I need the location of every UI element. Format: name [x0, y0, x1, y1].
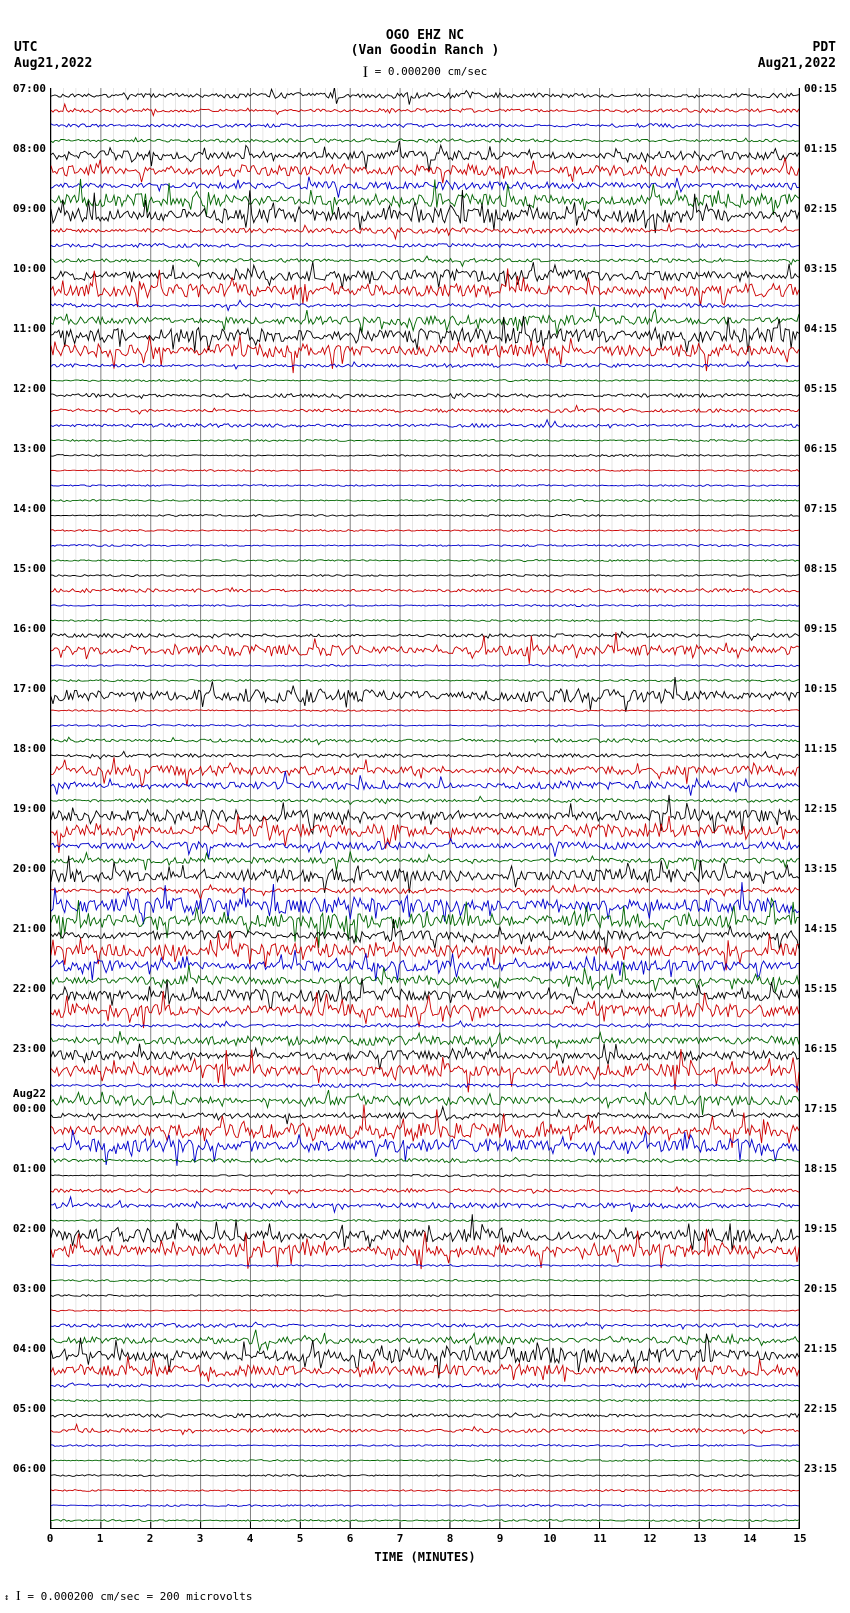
- left-time-label: 01:00: [13, 1162, 46, 1175]
- left-time-label: 19:00: [13, 802, 46, 815]
- left-time-label: 20:00: [13, 862, 46, 875]
- right-time-label: 20:15: [804, 1282, 837, 1295]
- x-tick-label: 6: [347, 1532, 354, 1545]
- left-time-label: 18:00: [13, 742, 46, 755]
- right-time-label: 12:15: [804, 802, 837, 815]
- x-tick-label: 12: [643, 1532, 656, 1545]
- x-tick-label: 8: [447, 1532, 454, 1545]
- x-tick-label: 11: [593, 1532, 606, 1545]
- right-time-label: 18:15: [804, 1162, 837, 1175]
- right-time-label: 07:15: [804, 502, 837, 515]
- right-time-label: 05:15: [804, 382, 837, 395]
- left-time-label: Aug22: [13, 1087, 46, 1100]
- right-time-label: 00:15: [804, 82, 837, 95]
- right-time-label: 10:15: [804, 682, 837, 695]
- right-time-label: 08:15: [804, 562, 837, 575]
- date-right: Aug21,2022: [758, 56, 836, 71]
- seismogram-container: OGO EHZ NC (Van Goodin Ranch ) I = 0.000…: [0, 0, 850, 1613]
- scale-label: I = 0.000200 cm/sec: [0, 58, 850, 88]
- left-time-label: 22:00: [13, 982, 46, 995]
- location-title: (Van Goodin Ranch ): [0, 43, 850, 58]
- right-time-label: 04:15: [804, 322, 837, 335]
- right-time-label: 02:15: [804, 202, 837, 215]
- left-time-label: 17:00: [13, 682, 46, 695]
- left-time-label: 21:00: [13, 922, 46, 935]
- x-tick-label: 5: [297, 1532, 304, 1545]
- left-time-label: 03:00: [13, 1282, 46, 1295]
- x-tick-label: 4: [247, 1532, 254, 1545]
- left-time-label: 08:00: [13, 142, 46, 155]
- left-time-label: 23:00: [13, 1042, 46, 1055]
- seismogram-traces: [51, 88, 799, 1528]
- right-time-label: 15:15: [804, 982, 837, 995]
- x-tick-label: 7: [397, 1532, 404, 1545]
- right-time-label: 11:15: [804, 742, 837, 755]
- footer-scale: ↕ I = 0.000200 cm/sec = 200 microvolts: [4, 1589, 253, 1605]
- x-tick-label: 3: [197, 1532, 204, 1545]
- x-tick-label: 0: [47, 1532, 54, 1545]
- right-time-label: 17:15: [804, 1102, 837, 1115]
- right-time-label: 21:15: [804, 1342, 837, 1355]
- left-time-label: 15:00: [13, 562, 46, 575]
- right-time-label: 09:15: [804, 622, 837, 635]
- right-time-label: 01:15: [804, 142, 837, 155]
- right-time-label: 14:15: [804, 922, 837, 935]
- station-title: OGO EHZ NC: [0, 0, 850, 43]
- right-time-label: 23:15: [804, 1462, 837, 1475]
- left-time-label: 02:00: [13, 1222, 46, 1235]
- x-axis: TIME (MINUTES) 0123456789101112131415: [50, 1532, 800, 1572]
- left-time-label: 06:00: [13, 1462, 46, 1475]
- x-tick-label: 1: [97, 1532, 104, 1545]
- x-tick-label: 15: [793, 1532, 806, 1545]
- date-left: Aug21,2022: [14, 56, 92, 71]
- x-tick-label: 10: [543, 1532, 556, 1545]
- right-time-label: 16:15: [804, 1042, 837, 1055]
- right-time-label: 03:15: [804, 262, 837, 275]
- x-axis-title: TIME (MINUTES): [50, 1550, 800, 1564]
- x-tick-label: 9: [497, 1532, 504, 1545]
- left-time-label: 09:00: [13, 202, 46, 215]
- x-tick-label: 13: [693, 1532, 706, 1545]
- left-time-label: 00:00: [13, 1102, 46, 1115]
- left-time-label: 07:00: [13, 82, 46, 95]
- x-tick-label: 2: [147, 1532, 154, 1545]
- chart-area: [50, 88, 800, 1529]
- left-time-label: 05:00: [13, 1402, 46, 1415]
- left-time-label: 12:00: [13, 382, 46, 395]
- right-time-label: 19:15: [804, 1222, 837, 1235]
- left-time-label: 11:00: [13, 322, 46, 335]
- left-time-label: 13:00: [13, 442, 46, 455]
- right-time-label: 22:15: [804, 1402, 837, 1415]
- left-time-label: 16:00: [13, 622, 46, 635]
- left-time-label: 04:00: [13, 1342, 46, 1355]
- tz-left: UTC: [14, 40, 37, 55]
- left-time-label: 10:00: [13, 262, 46, 275]
- tz-right: PDT: [813, 40, 836, 55]
- right-time-label: 06:15: [804, 442, 837, 455]
- right-time-label: 13:15: [804, 862, 837, 875]
- x-tick-label: 14: [743, 1532, 756, 1545]
- left-time-label: 14:00: [13, 502, 46, 515]
